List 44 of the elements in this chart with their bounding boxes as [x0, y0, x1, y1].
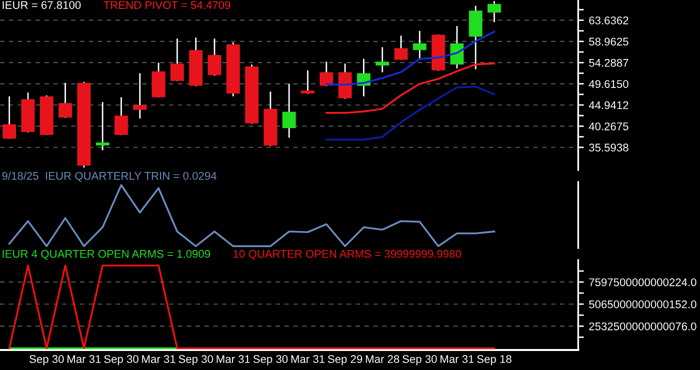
y-tick-label: 58.9625	[589, 38, 628, 46]
y-tick-label: 40.2675	[588, 122, 628, 130]
series-label: 9/18/25 IEUR QUARTERLY TRIN = 0.0294	[2, 172, 216, 182]
y-tick-label: 35.5938	[589, 144, 628, 152]
candlestick	[450, 25, 464, 70]
candlestick	[488, 0, 501, 23]
candlestick	[376, 46, 390, 73]
candlestick	[301, 70, 314, 95]
x-tick-label: Mar 31	[216, 355, 250, 364]
y-tick-label: 44.9412	[588, 101, 628, 110]
text: 10 QUARTER OPEN ARMS = 39999999.9980	[234, 250, 461, 260]
x-tick-label: Sep 30	[30, 355, 64, 366]
x-tick-label: Sep 29	[328, 355, 362, 366]
text: IEUR 4 QUARTER OPEN ARMS = 1.0909	[2, 250, 210, 260]
y-tick-label: 5065000000000152.0	[589, 300, 696, 308]
line-series	[326, 86, 496, 141]
candlestick	[114, 96, 128, 136]
x-tick-label: Sep 30	[253, 355, 288, 366]
text: TREND PIVOT = 54.4709	[104, 1, 230, 10]
y-tick-label: 49.6150	[588, 80, 628, 88]
candlestick	[2, 96, 16, 140]
x-tick-label: Mar 31	[440, 355, 474, 364]
candlestick	[394, 34, 408, 61]
chart-title: IEUR = 67.8100	[2, 1, 81, 10]
x-tick-label: Sep 18	[477, 355, 512, 366]
candlestick	[58, 82, 72, 119]
x-tick-label: Mar 31	[68, 355, 101, 364]
x-tick-label: Mar 31	[142, 355, 176, 364]
candlestick	[282, 83, 296, 138]
x-tick-label: Sep 30	[402, 355, 437, 366]
y-tick-label: 7597500000000224.0	[589, 278, 696, 286]
candlestick	[412, 30, 426, 60]
candlestick	[208, 38, 222, 76]
x-tick-label: Mar 28	[366, 355, 400, 364]
x-tick-label: Mar 31	[291, 355, 324, 364]
line-series	[326, 62, 496, 114]
y-tick-label: 2532500000000076.0	[589, 322, 696, 330]
x-tick-label: Sep 30	[104, 355, 138, 366]
x-tick-label: Sep 30	[178, 355, 214, 366]
candlestick	[133, 72, 147, 120]
candlestick	[96, 101, 110, 151]
y-tick-label: 54.2887	[589, 58, 628, 67]
y-tick-label: 63.6362	[589, 16, 628, 24]
candlestick	[170, 38, 184, 82]
